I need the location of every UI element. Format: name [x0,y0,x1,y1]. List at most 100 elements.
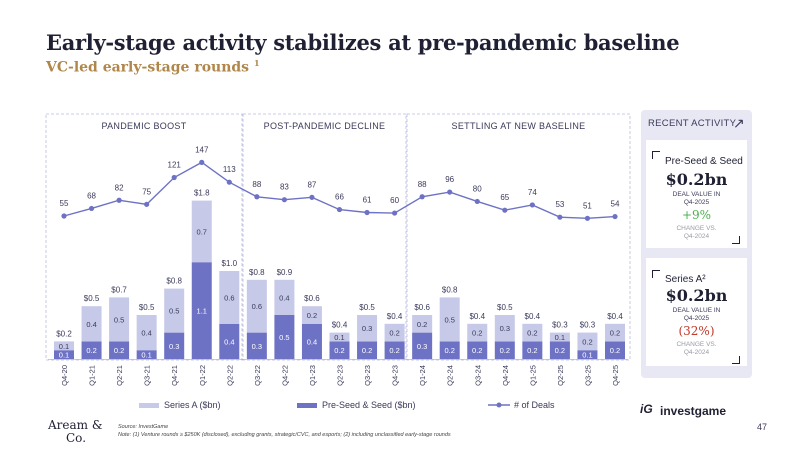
deals-label: 147 [195,145,209,154]
pre-seed-card [646,140,747,248]
bar-series-a [384,323,405,342]
bar-total-label: $0.3 [552,321,568,330]
deals-point [226,179,232,185]
bar-label-seed: 0.2 [527,346,537,355]
bar-seed [384,341,405,359]
x-tick-label: Q2-23 [336,365,345,386]
bar-series-a [412,315,433,333]
deals-point [502,207,508,213]
phase-box [242,113,407,361]
bar-total-label: $0.3 [580,321,596,330]
series-a-card [646,258,747,366]
deals-label: 83 [280,183,289,192]
deals-point [529,202,535,208]
x-tick-label: Q2-22 [225,365,234,386]
bar-total-label: $1.8 [194,189,210,198]
bar-total-label: $0.7 [111,285,127,294]
bar-series-a [357,315,378,342]
bar-series-a [246,279,267,333]
bar-label-seed: 0.4 [307,337,317,346]
bar-label-seed: 0.2 [86,346,96,355]
bar-label-seed: 0.3 [169,342,179,351]
deals-label: 65 [500,193,509,202]
deals-point [199,159,205,165]
deals-label: 88 [418,180,427,189]
bar-label-series-a: 0.5 [114,315,124,324]
deals-point [254,194,260,200]
bar-label-seed: 0.2 [334,346,344,355]
bar-label-seed: 0.3 [417,342,427,351]
card-note: CHANGE VS. [676,225,717,232]
bar-total-label: $0.4 [607,312,623,321]
bar-total-label: $0.8 [442,285,458,294]
x-tick-label: Q1-23 [308,365,317,386]
corner-mark-icon [652,151,660,159]
deals-label: 53 [555,200,564,209]
recent-activity-heading: RECENT ACTIVITY [648,118,737,129]
deals-label: 113 [223,165,236,174]
bar-total-label: $0.4 [387,312,403,321]
bar-label-series-a: 0.5 [169,307,179,316]
bar-series-a [522,323,543,342]
page-title: Early-stage activity stabilizes at pre-p… [46,30,680,55]
x-tick-label: Q4-24 [501,365,510,386]
bar-seed [136,350,157,359]
card-name: Series A² [665,274,706,285]
bar-seed [577,350,598,359]
bar-label-series-a: 0.4 [86,320,96,329]
deals-point [447,189,453,195]
bar-label-seed: 0.1 [582,351,592,360]
page-subtitle: VC-led early-stage rounds 1 [46,58,260,76]
bar-label-series-a: 0.7 [197,227,207,236]
bar-series-a [136,315,157,351]
bar-seed [219,323,240,359]
legend-line-marker-icon [488,402,510,408]
bar-label-seed: 0.2 [444,346,454,355]
deals-label: 68 [87,191,96,200]
phase-label: POST-PANDEMIC DECLINE [264,121,386,131]
bar-label-series-a: 0.6 [224,293,234,302]
bar-seed [494,341,515,359]
bar-total-label: $1.0 [222,259,238,268]
legend-seed: Pre-Seed & Seed ($bn) [322,400,416,410]
bar-total-label: $0.5 [497,303,513,312]
bar-total-label: $0.2 [56,329,72,338]
bar-seed [605,341,625,359]
bar-seed [412,332,433,359]
bar-seed [522,341,543,359]
bar-label-series-a: 0.1 [555,333,565,342]
deals-label: 88 [252,180,261,189]
deals-point [584,215,591,221]
bar-label-series-a: 0.2 [417,320,427,329]
bar-total-label: $0.6 [414,303,430,312]
bar-label-series-a: 0.6 [252,302,262,311]
x-tick-label: Q3-24 [473,365,482,386]
bar-seed [109,341,130,359]
bar-label-seed: 0.2 [472,346,482,355]
legend-swatch-seed [297,403,317,408]
deals-label: 60 [390,196,399,205]
bar-total-label: $0.5 [84,294,100,303]
bar-series-a [54,341,74,351]
bar-label-seed: 0.2 [555,346,565,355]
phase-box [45,113,243,361]
x-tick-label: Q4-20 [60,365,69,386]
deals-label: 87 [307,180,316,189]
bar-seed [164,332,185,359]
bar-seed [549,341,570,359]
x-tick-label: Q3-23 [363,365,372,386]
card-value: $0.2bn [665,286,728,305]
deals-point [392,210,398,216]
bar-series-a [494,315,515,342]
bar-total-label: $0.6 [304,294,320,303]
arrow-up-right-icon[interactable]: ↗ [733,115,745,131]
bar-total-label: $0.8 [249,268,265,277]
card-note-period: Q4-2024 [683,349,710,356]
deals-point [116,197,122,203]
deals-point [309,194,315,200]
bar-seed [467,341,488,359]
bar-series-a [109,297,130,342]
bar-label-seed: 0.1 [59,351,69,360]
deals-label: 55 [60,199,69,208]
